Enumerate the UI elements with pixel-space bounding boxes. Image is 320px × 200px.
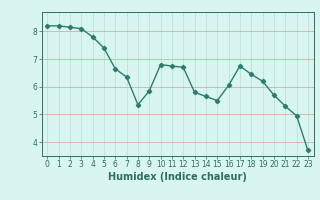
X-axis label: Humidex (Indice chaleur): Humidex (Indice chaleur) bbox=[108, 172, 247, 182]
